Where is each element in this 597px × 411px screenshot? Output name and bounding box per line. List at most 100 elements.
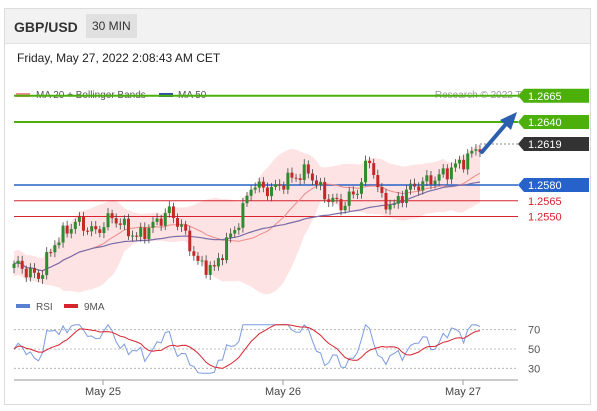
candle-body [458, 159, 462, 164]
candle-body [274, 184, 278, 187]
candle-body [12, 263, 16, 268]
candle-body [429, 175, 433, 185]
rsi-tick-label: 70 [528, 325, 540, 337]
candle-body [470, 150, 474, 154]
candle-body [192, 251, 196, 256]
candle-body [45, 252, 49, 276]
candle-body [392, 203, 396, 206]
candle-body [249, 189, 253, 196]
candle-body [37, 272, 41, 279]
timeframe-badge[interactable]: 30 MIN [86, 14, 137, 38]
x-tick-label: May 27 [445, 386, 481, 398]
candle-body [245, 195, 249, 204]
candle-body [24, 268, 28, 278]
ma9-line [13, 324, 481, 369]
level-label: 1.2550 [528, 212, 562, 224]
candle-body [167, 206, 171, 214]
candle-body [298, 178, 302, 180]
candle-body [343, 205, 347, 211]
candle-body [220, 258, 224, 261]
candle-body [94, 226, 98, 230]
candle-body [139, 227, 143, 237]
candle-body [261, 181, 265, 188]
ma9-legend-swatch [64, 304, 78, 308]
candle-body [81, 216, 85, 231]
candle-body [364, 160, 368, 183]
candle-body [188, 230, 192, 252]
candle-body [355, 193, 359, 195]
candle-body [233, 230, 237, 234]
candle-body [171, 206, 175, 219]
candle-body [417, 186, 421, 191]
candle-body [200, 260, 204, 262]
candle-body [106, 213, 110, 228]
rsi-legend-swatch [16, 304, 30, 308]
candle-body [478, 149, 482, 153]
candle-body [306, 164, 310, 174]
pair-title: GBP/USD [14, 19, 78, 35]
candle-body [445, 168, 449, 180]
candle-body [253, 187, 257, 190]
candle-body [413, 183, 417, 187]
candle-body [163, 213, 167, 226]
candle-body [380, 187, 384, 193]
candle-body [327, 199, 331, 202]
level-label: 1.2640 [528, 117, 562, 129]
candle-body [159, 218, 163, 226]
x-tick-label: May 26 [265, 386, 301, 398]
candle-body [208, 265, 212, 275]
candle-body [102, 227, 106, 233]
candle-body [310, 173, 314, 181]
candle-body [69, 229, 73, 234]
candle-body [294, 177, 298, 179]
candle-body [265, 187, 269, 197]
candle-body [28, 268, 32, 278]
candle-body [319, 181, 323, 185]
candle-body [359, 182, 363, 194]
candle-body [77, 216, 81, 222]
candle-body [73, 221, 77, 230]
candle-body [151, 221, 155, 228]
chart-header: GBP/USD 30 MIN [5, 9, 590, 44]
rsi-line [13, 323, 481, 374]
candle-body [404, 189, 408, 203]
candle-body [372, 163, 376, 176]
candle-body [184, 224, 188, 231]
candle-body [212, 265, 216, 267]
candle-body [180, 224, 184, 227]
candle-body [433, 180, 437, 185]
candle-body [462, 159, 466, 170]
rsi-legend-label: RSI [36, 302, 53, 313]
candle-body [441, 168, 445, 175]
candle-body [110, 213, 114, 219]
candle-body [114, 218, 118, 224]
candle-body [278, 184, 282, 186]
candle-body [86, 230, 90, 232]
candle-body [147, 227, 151, 239]
candle-body [118, 223, 122, 225]
candle-body [396, 196, 400, 204]
candle-body [16, 260, 20, 264]
candle-body [98, 229, 102, 233]
candle-body [155, 218, 159, 222]
candle-body [61, 225, 65, 243]
level-label: 1.2565 [528, 196, 562, 208]
candle-body [449, 167, 453, 180]
candle-body [302, 164, 306, 180]
level-label: 1.2619 [528, 139, 562, 151]
candle-body [196, 255, 200, 261]
candle-body [323, 181, 327, 200]
bollinger-band [14, 143, 480, 295]
candle-body [347, 191, 351, 206]
candle-body [351, 191, 355, 195]
candle-body [32, 268, 36, 273]
level-tag [518, 137, 589, 152]
candle-body [466, 153, 470, 170]
candle-body [368, 160, 372, 164]
candle-body [437, 174, 441, 181]
candle-body [225, 237, 229, 261]
candle-body [241, 203, 245, 228]
ma9-legend-label: 9MA [84, 302, 105, 313]
candle-body [331, 197, 335, 202]
